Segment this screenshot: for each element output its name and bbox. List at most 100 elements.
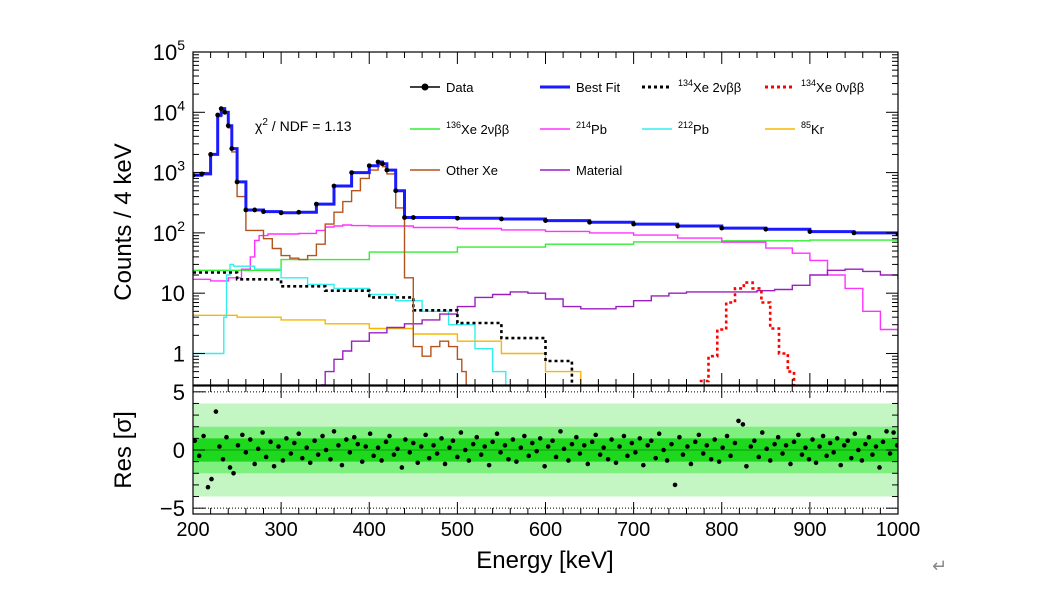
- curve-kr85: [193, 314, 582, 385]
- residual-point: [355, 441, 361, 447]
- residual-point: [852, 431, 858, 437]
- legend-item-xe134_2v: 134Xe 2νββ: [642, 78, 741, 95]
- residual-point: [859, 458, 865, 463]
- residual-point: [271, 463, 277, 469]
- residual-point: [304, 445, 309, 450]
- residual-point: [442, 461, 448, 467]
- legend-label: 85Kr: [801, 120, 825, 137]
- legend-label: 134Xe 0νββ: [801, 78, 864, 95]
- x-axis-title: Energy [keV]: [476, 547, 613, 574]
- residual-point: [700, 451, 706, 456]
- residual-point: [728, 453, 733, 459]
- residual-point: [399, 465, 405, 470]
- x-tick-label: 300: [264, 519, 297, 541]
- residual-point: [466, 458, 472, 463]
- chi2-value: / NDF = 1.13: [268, 118, 352, 134]
- residual-point: [806, 457, 812, 462]
- residual-point: [680, 452, 686, 457]
- legend: Data Best Fit 134Xe 2νββ 134Xe 0νββ 136Xe 2ν…: [410, 78, 864, 178]
- residual-point: [307, 460, 313, 466]
- residual-point: [263, 454, 269, 460]
- data-point: [384, 167, 390, 173]
- legend-label: 212Pb: [678, 120, 709, 137]
- residual-point: [831, 450, 836, 455]
- data-point: [543, 218, 548, 223]
- residual-point: [732, 440, 738, 446]
- residual-point: [772, 441, 777, 447]
- x-tick-label: 900: [793, 519, 826, 541]
- data-point: [261, 209, 266, 215]
- residual-point: [856, 447, 861, 453]
- residual-point: [873, 444, 879, 449]
- residual-point: [791, 439, 797, 445]
- res-tick-label: −5: [160, 496, 185, 521]
- data-point: [234, 179, 240, 185]
- residual-point: [870, 452, 875, 457]
- residual-point: [522, 433, 527, 439]
- residual-point: [407, 450, 413, 455]
- residual-point: [841, 443, 847, 448]
- legend-item-data: Data: [410, 80, 474, 95]
- residual-point: [693, 439, 698, 445]
- residual-point: [217, 444, 222, 449]
- residual-point: [744, 463, 749, 469]
- y-axis-title-top: Counts / 4 keV: [110, 143, 137, 300]
- legend-item-kr85: 85Kr: [765, 120, 825, 137]
- curve-otherxe: [193, 109, 467, 385]
- residual-point: [887, 451, 893, 456]
- residual-point: [423, 432, 428, 438]
- residual-point: [609, 437, 614, 442]
- residual-point: [593, 432, 599, 438]
- data-point: [243, 207, 249, 213]
- residual-point: [820, 433, 826, 439]
- residual-point: [759, 430, 765, 435]
- residual-point: [235, 443, 241, 448]
- residual-point: [205, 484, 211, 490]
- data-point: [331, 183, 337, 189]
- residual-point: [542, 463, 547, 469]
- residual-point: [213, 409, 219, 414]
- residual-point: [351, 434, 357, 440]
- data-point: [499, 216, 504, 222]
- residual-point: [605, 457, 611, 462]
- residual-point: [577, 451, 583, 456]
- data-point: [296, 209, 302, 215]
- data-point: [252, 207, 258, 213]
- residual-point: [315, 452, 321, 457]
- residual-point: [561, 446, 567, 452]
- return-mark: ↵: [932, 556, 948, 577]
- residual-point: [359, 459, 365, 464]
- curve-xe136_2v: [193, 239, 898, 271]
- residual-point: [243, 450, 249, 455]
- data-point: [380, 161, 385, 167]
- residual-point: [379, 458, 384, 463]
- legend-label: 136Xe 2νββ: [446, 120, 509, 137]
- residual-point: [450, 438, 456, 443]
- curve-xe134_0v: [699, 281, 796, 385]
- data-point: [631, 221, 637, 227]
- chi2-symbol: χ: [255, 118, 263, 134]
- chi2-superscript: 2: [262, 117, 268, 128]
- data-point: [229, 146, 235, 151]
- residual-point: [518, 445, 524, 450]
- residual-point: [224, 434, 229, 440]
- y-tick-label: 103: [153, 158, 185, 186]
- residual-point: [653, 455, 658, 461]
- residual-point: [506, 457, 511, 462]
- residual-point: [227, 465, 233, 470]
- data-point: [719, 225, 725, 231]
- data-point: [587, 219, 592, 225]
- residual-point: [299, 455, 305, 461]
- x-tick-label: 200: [176, 519, 209, 541]
- residual-point: [712, 437, 717, 442]
- residual-point: [553, 454, 559, 460]
- residual-sigma-bands: [193, 403, 898, 497]
- residual-point: [736, 418, 741, 424]
- residual-point: [375, 445, 381, 450]
- data-point: [393, 188, 399, 194]
- residual-point: [720, 445, 725, 450]
- residual-point: [255, 446, 261, 452]
- residual-point: [866, 434, 872, 440]
- residual-point: [490, 439, 495, 445]
- legend-label: 134Xe 2νββ: [678, 78, 741, 95]
